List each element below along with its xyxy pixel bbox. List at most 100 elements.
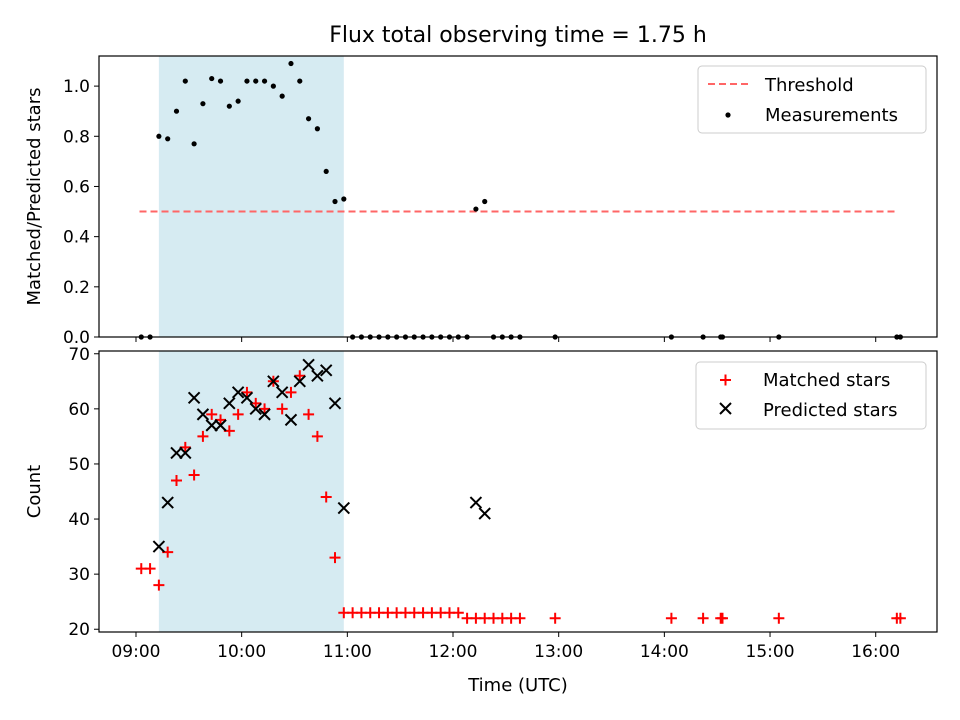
matched-stars-point [276, 403, 288, 415]
x-tick-label: 13:00 [534, 642, 583, 662]
measurement-point [235, 98, 241, 104]
predicted-stars-point [319, 364, 333, 377]
predicted-stars-point [267, 375, 280, 388]
legend-matched-label: Matched stars [763, 370, 890, 391]
x-tick-label: 14:00 [640, 642, 689, 662]
matched-stars-point [241, 386, 253, 398]
matched-stars-point [197, 430, 209, 442]
legend-measurements-swatch [725, 112, 731, 118]
matched-stars-point [206, 408, 218, 420]
y-tick-label: 50 [68, 455, 90, 475]
measurement-point [297, 78, 303, 84]
predicted-stars-point [328, 397, 342, 410]
legend-box [697, 65, 927, 134]
top-panel-frame [98, 55, 938, 338]
chart-title: Flux total observing time = 1.75 h [329, 23, 707, 48]
legend-predicted-label: Predicted stars [763, 400, 897, 421]
y-tick-label: 40 [68, 510, 90, 530]
measurement-point [482, 198, 488, 205]
matched-stars-point [894, 612, 906, 624]
matched-stars-point [303, 408, 315, 420]
top-panel: 0.0 0.2 0.4 0.6 0.8 1.0 Matched/Predicted sta… [24, 55, 938, 348]
predicted-stars-point [179, 446, 192, 460]
legend-matched-swatch [720, 374, 731, 386]
matched-stars-point [294, 370, 306, 382]
predicted-stars-point [196, 408, 210, 421]
measurement-point [209, 75, 215, 82]
predicted-stars-point [231, 386, 245, 399]
matched-stars-point [514, 612, 526, 624]
x-tick-label: 15:00 [746, 642, 795, 662]
measurement-point [173, 108, 180, 114]
predicted-stars-point [205, 419, 218, 432]
y-tick-label: 0.4 [63, 228, 90, 248]
predicted-stars-point [170, 446, 183, 460]
x-tick-label: 16:00 [851, 642, 900, 662]
matched-stars-point [452, 607, 464, 619]
measurement-point [182, 78, 188, 84]
y-tick-label: 70 [68, 345, 90, 365]
legend-predicted-swatch [719, 402, 732, 415]
top-panel-x-ticks [135, 337, 877, 342]
measurement-point [191, 141, 197, 147]
x-axis-label: Time (UTC) [467, 675, 568, 696]
measurement-point [226, 103, 232, 109]
y-tick-label: 0.2 [63, 278, 90, 298]
measurement-point [305, 116, 312, 122]
measurement-point [270, 83, 276, 89]
bottom-panel-legend: Matched stars Predicted stars [695, 361, 927, 430]
y-tick-label: 0.8 [63, 127, 90, 147]
matched-stars-point [716, 612, 728, 624]
measurement-point [156, 133, 162, 139]
top-panel-legend: Threshold Measurements [697, 65, 927, 134]
legend-threshold-label: Threshold [764, 75, 854, 96]
legend-measurements-label: Measurements [765, 105, 898, 126]
predicted-stars-point [223, 397, 236, 410]
bottom-panel-x-ticks: 09:00 10:00 11:00 12:00 13:00 14:00 15:00 16:00 [111, 632, 900, 662]
matched-stars-point [232, 408, 244, 420]
predicted-stars-point [187, 391, 201, 405]
predicted-stars-point [284, 413, 298, 427]
y-tick-label: 0.0 [63, 328, 90, 348]
predicted-stars-point [240, 391, 254, 405]
measurement-point [314, 126, 320, 132]
legend-box [695, 361, 927, 430]
matched-stars-point [549, 612, 561, 624]
matched-stars-point [773, 612, 785, 624]
matched-stars-point [259, 403, 271, 415]
matched-stars-point [697, 612, 709, 624]
predicted-stars-point [161, 496, 174, 509]
top-panel-y-axis-label: Matched/Predicted stars [24, 88, 45, 306]
matched-stars-point [285, 386, 297, 398]
measurement-point [200, 101, 206, 107]
measurement-point [288, 60, 294, 67]
x-tick-label: 09:00 [111, 642, 160, 662]
y-tick-label: 20 [68, 620, 90, 640]
predicted-stars-point [311, 369, 324, 383]
predicted-stars-point [152, 540, 166, 553]
bottom-panel-frame [98, 350, 938, 633]
predicted-stars-point [302, 358, 315, 371]
y-tick-label: 30 [68, 565, 90, 585]
observing-interval-shade [158, 56, 344, 337]
x-tick-label: 12:00 [429, 642, 478, 662]
y-tick-label: 60 [68, 400, 90, 420]
predicted-stars-point [293, 375, 306, 388]
matched-stars-point [144, 563, 156, 575]
predicted-stars-point [337, 501, 351, 515]
measurement-point [341, 196, 347, 202]
predicted-stars-point [275, 386, 289, 399]
matched-stars-point [170, 474, 182, 486]
x-tick-label: 10:00 [217, 642, 266, 662]
matched-stars-point [665, 612, 677, 624]
measurement-point [217, 78, 224, 84]
top-panel-y-ticks: 0.0 0.2 0.4 0.6 0.8 1.0 [63, 77, 99, 348]
measurement-point [165, 136, 171, 142]
bottom-panel-y-ticks: 20 30 40 50 60 70 [68, 345, 99, 640]
bottom-panel-y-axis-label: Count [24, 465, 45, 518]
matched-stars-point [311, 430, 323, 442]
predicted-stars-point [249, 402, 262, 416]
predicted-stars-point [478, 507, 491, 520]
matched-stars-point [320, 491, 332, 503]
measurement-point [261, 78, 268, 84]
